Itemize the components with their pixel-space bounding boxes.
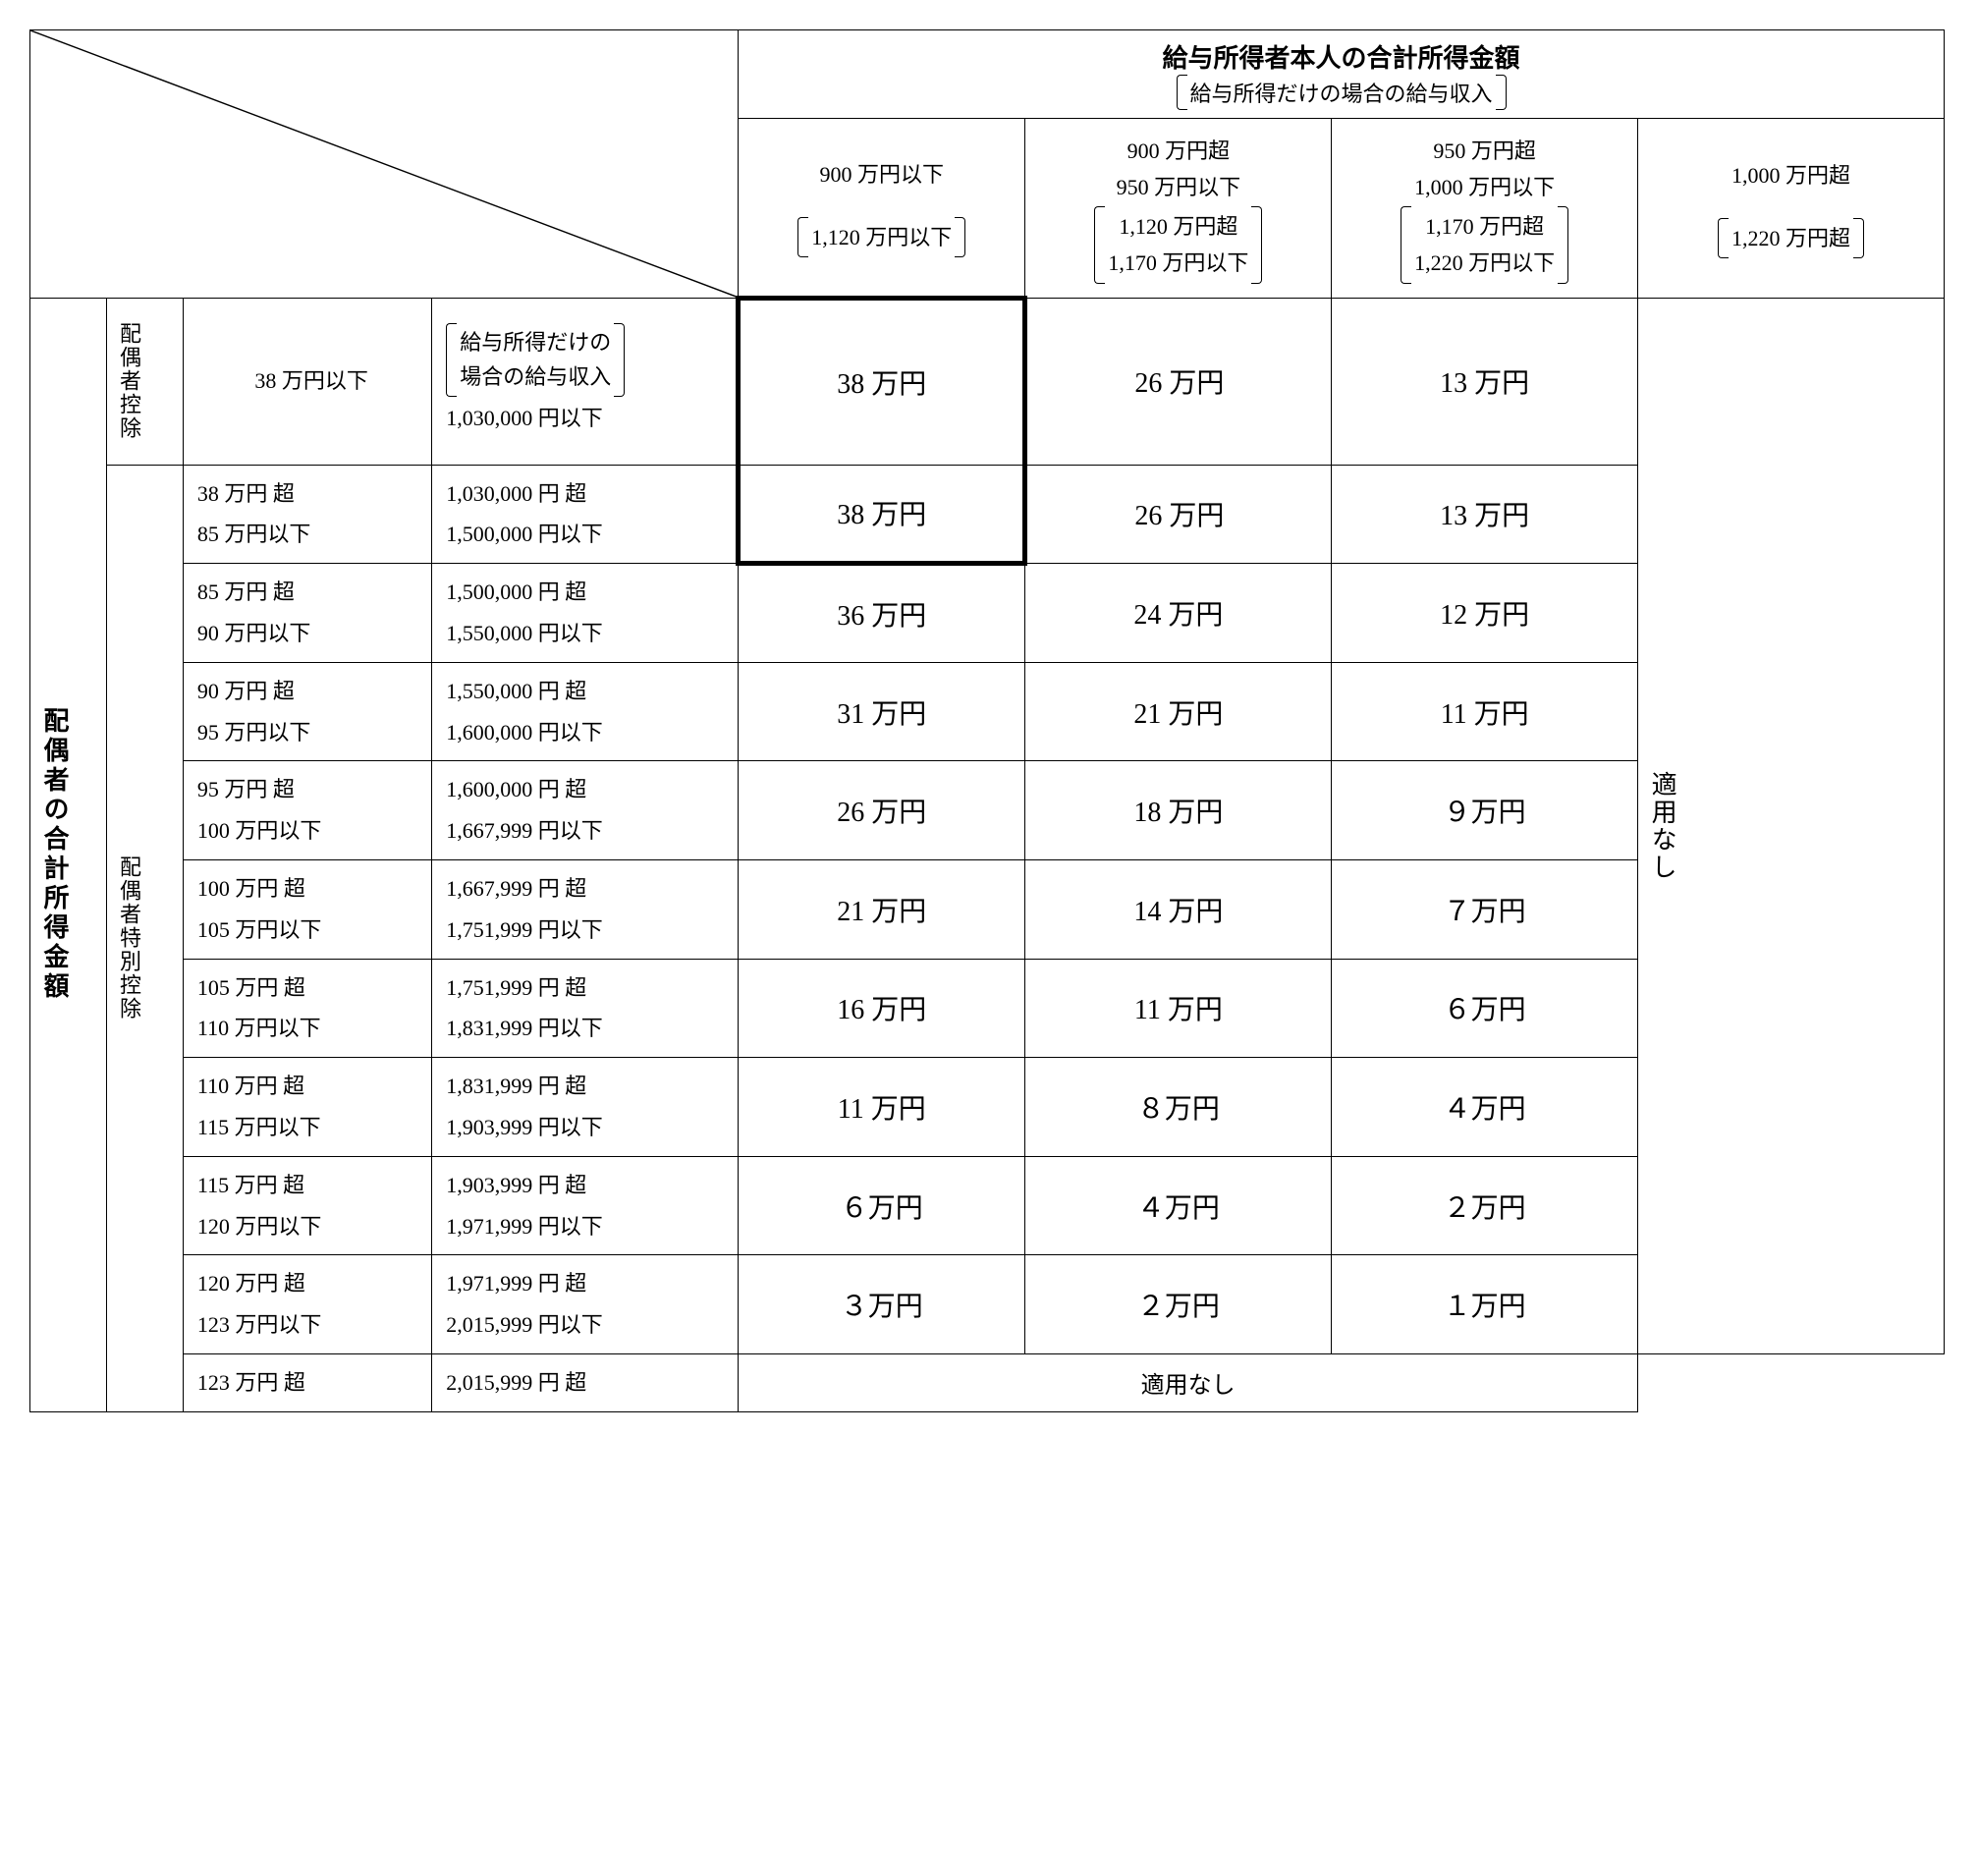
val-5-0: 21 万円 (739, 859, 1025, 959)
row-salary-4: 1,600,000 円 超 1,667,999 円以下 (432, 761, 739, 860)
val-0-2: 13 万円 (1332, 298, 1638, 465)
val-5-2: ７万円 (1332, 859, 1638, 959)
row-salary-5: 1,667,999 円 超 1,751,999 円以下 (432, 859, 739, 959)
col-header-0: 900 万円以下 1,120 万円以下 (739, 119, 1025, 299)
row-income-1: 38 万円 超 85 万円以下 (183, 465, 431, 564)
val-0-1: 26 万円 (1025, 298, 1332, 465)
row-salary-0: 給与所得だけの 場合の給与収入 1,030,000 円以下 (432, 298, 739, 465)
val-3-2: 11 万円 (1332, 662, 1638, 761)
val-1-0: 38 万円 (739, 465, 1025, 564)
val-6-1: 11 万円 (1025, 959, 1332, 1058)
val-6-0: 16 万円 (739, 959, 1025, 1058)
val-7-1: ８万円 (1025, 1058, 1332, 1157)
val-4-1: 18 万円 (1025, 761, 1332, 860)
val-4-2: ９万円 (1332, 761, 1638, 860)
diagonal-corner (30, 30, 739, 299)
row-salary-10: 2,015,999 円 超 (432, 1353, 739, 1411)
header-subtitle: 給与所得だけの場合の給与収入 (744, 75, 1938, 110)
val-9-1: ２万円 (1025, 1255, 1332, 1354)
val-5-1: 14 万円 (1025, 859, 1332, 959)
row-income-6: 105 万円 超 110 万円以下 (183, 959, 431, 1058)
val-0-0: 38 万円 (739, 298, 1025, 465)
row-salary-3: 1,550,000 円 超 1,600,000 円以下 (432, 662, 739, 761)
row-income-8: 115 万円 超 120 万円以下 (183, 1156, 431, 1255)
row-salary-8: 1,903,999 円 超 1,971,999 円以下 (432, 1156, 739, 1255)
row-salary-7: 1,831,999 円 超 1,903,999 円以下 (432, 1058, 739, 1157)
spouse-deduction-table: 給与所得者本人の合計所得金額 給与所得だけの場合の給与収入 900 万円以下 1… (29, 29, 1945, 1412)
row-income-7: 110 万円 超 115 万円以下 (183, 1058, 431, 1157)
row-income-9: 120 万円 超 123 万円以下 (183, 1255, 431, 1354)
spouse-special-deduction-label: 配偶者特別控除 (106, 465, 183, 1411)
spouse-income-label: 配偶者の合計所得金額 (30, 298, 107, 1411)
val-1-1: 26 万円 (1025, 465, 1332, 564)
row-income-5: 100 万円 超 105 万円以下 (183, 859, 431, 959)
val-2-2: 12 万円 (1332, 564, 1638, 663)
row-salary-9: 1,971,999 円 超 2,015,999 円以下 (432, 1255, 739, 1354)
val-7-0: 11 万円 (739, 1058, 1025, 1157)
val-7-2: ４万円 (1332, 1058, 1638, 1157)
row-income-0: 38 万円以下 (183, 298, 431, 465)
val-3-1: 21 万円 (1025, 662, 1332, 761)
not-applicable-right: 適用なし (1638, 298, 1945, 1353)
empty-corner (1638, 1353, 1945, 1411)
val-6-2: ６万円 (1332, 959, 1638, 1058)
val-8-0: ６万円 (739, 1156, 1025, 1255)
val-4-0: 26 万円 (739, 761, 1025, 860)
val-8-2: ２万円 (1332, 1156, 1638, 1255)
val-9-2: １万円 (1332, 1255, 1638, 1354)
spouse-deduction-label: 配偶者控除 (106, 298, 183, 465)
bottom-not-applicable: 適用なし (739, 1353, 1638, 1411)
row-salary-2: 1,500,000 円 超 1,550,000 円以下 (432, 564, 739, 663)
col-header-2: 950 万円超 1,000 万円以下 1,170 万円超1,220 万円以下 (1332, 119, 1638, 299)
row-income-4: 95 万円 超 100 万円以下 (183, 761, 431, 860)
val-3-0: 31 万円 (739, 662, 1025, 761)
col-header-3: 1,000 万円超 1,220 万円超 (1638, 119, 1945, 299)
row-salary-6: 1,751,999 円 超 1,831,999 円以下 (432, 959, 739, 1058)
val-1-2: 13 万円 (1332, 465, 1638, 564)
val-2-0: 36 万円 (739, 564, 1025, 663)
val-9-0: ３万円 (739, 1255, 1025, 1354)
col-header-1: 900 万円超 950 万円以下 1,120 万円超1,170 万円以下 (1025, 119, 1332, 299)
val-8-1: ４万円 (1025, 1156, 1332, 1255)
row-salary-1: 1,030,000 円 超 1,500,000 円以下 (432, 465, 739, 564)
row-income-10: 123 万円 超 (183, 1353, 431, 1411)
row-income-3: 90 万円 超 95 万円以下 (183, 662, 431, 761)
header-title: 給与所得者本人の合計所得金額 (744, 38, 1938, 75)
row-income-2: 85 万円 超 90 万円以下 (183, 564, 431, 663)
val-2-1: 24 万円 (1025, 564, 1332, 663)
